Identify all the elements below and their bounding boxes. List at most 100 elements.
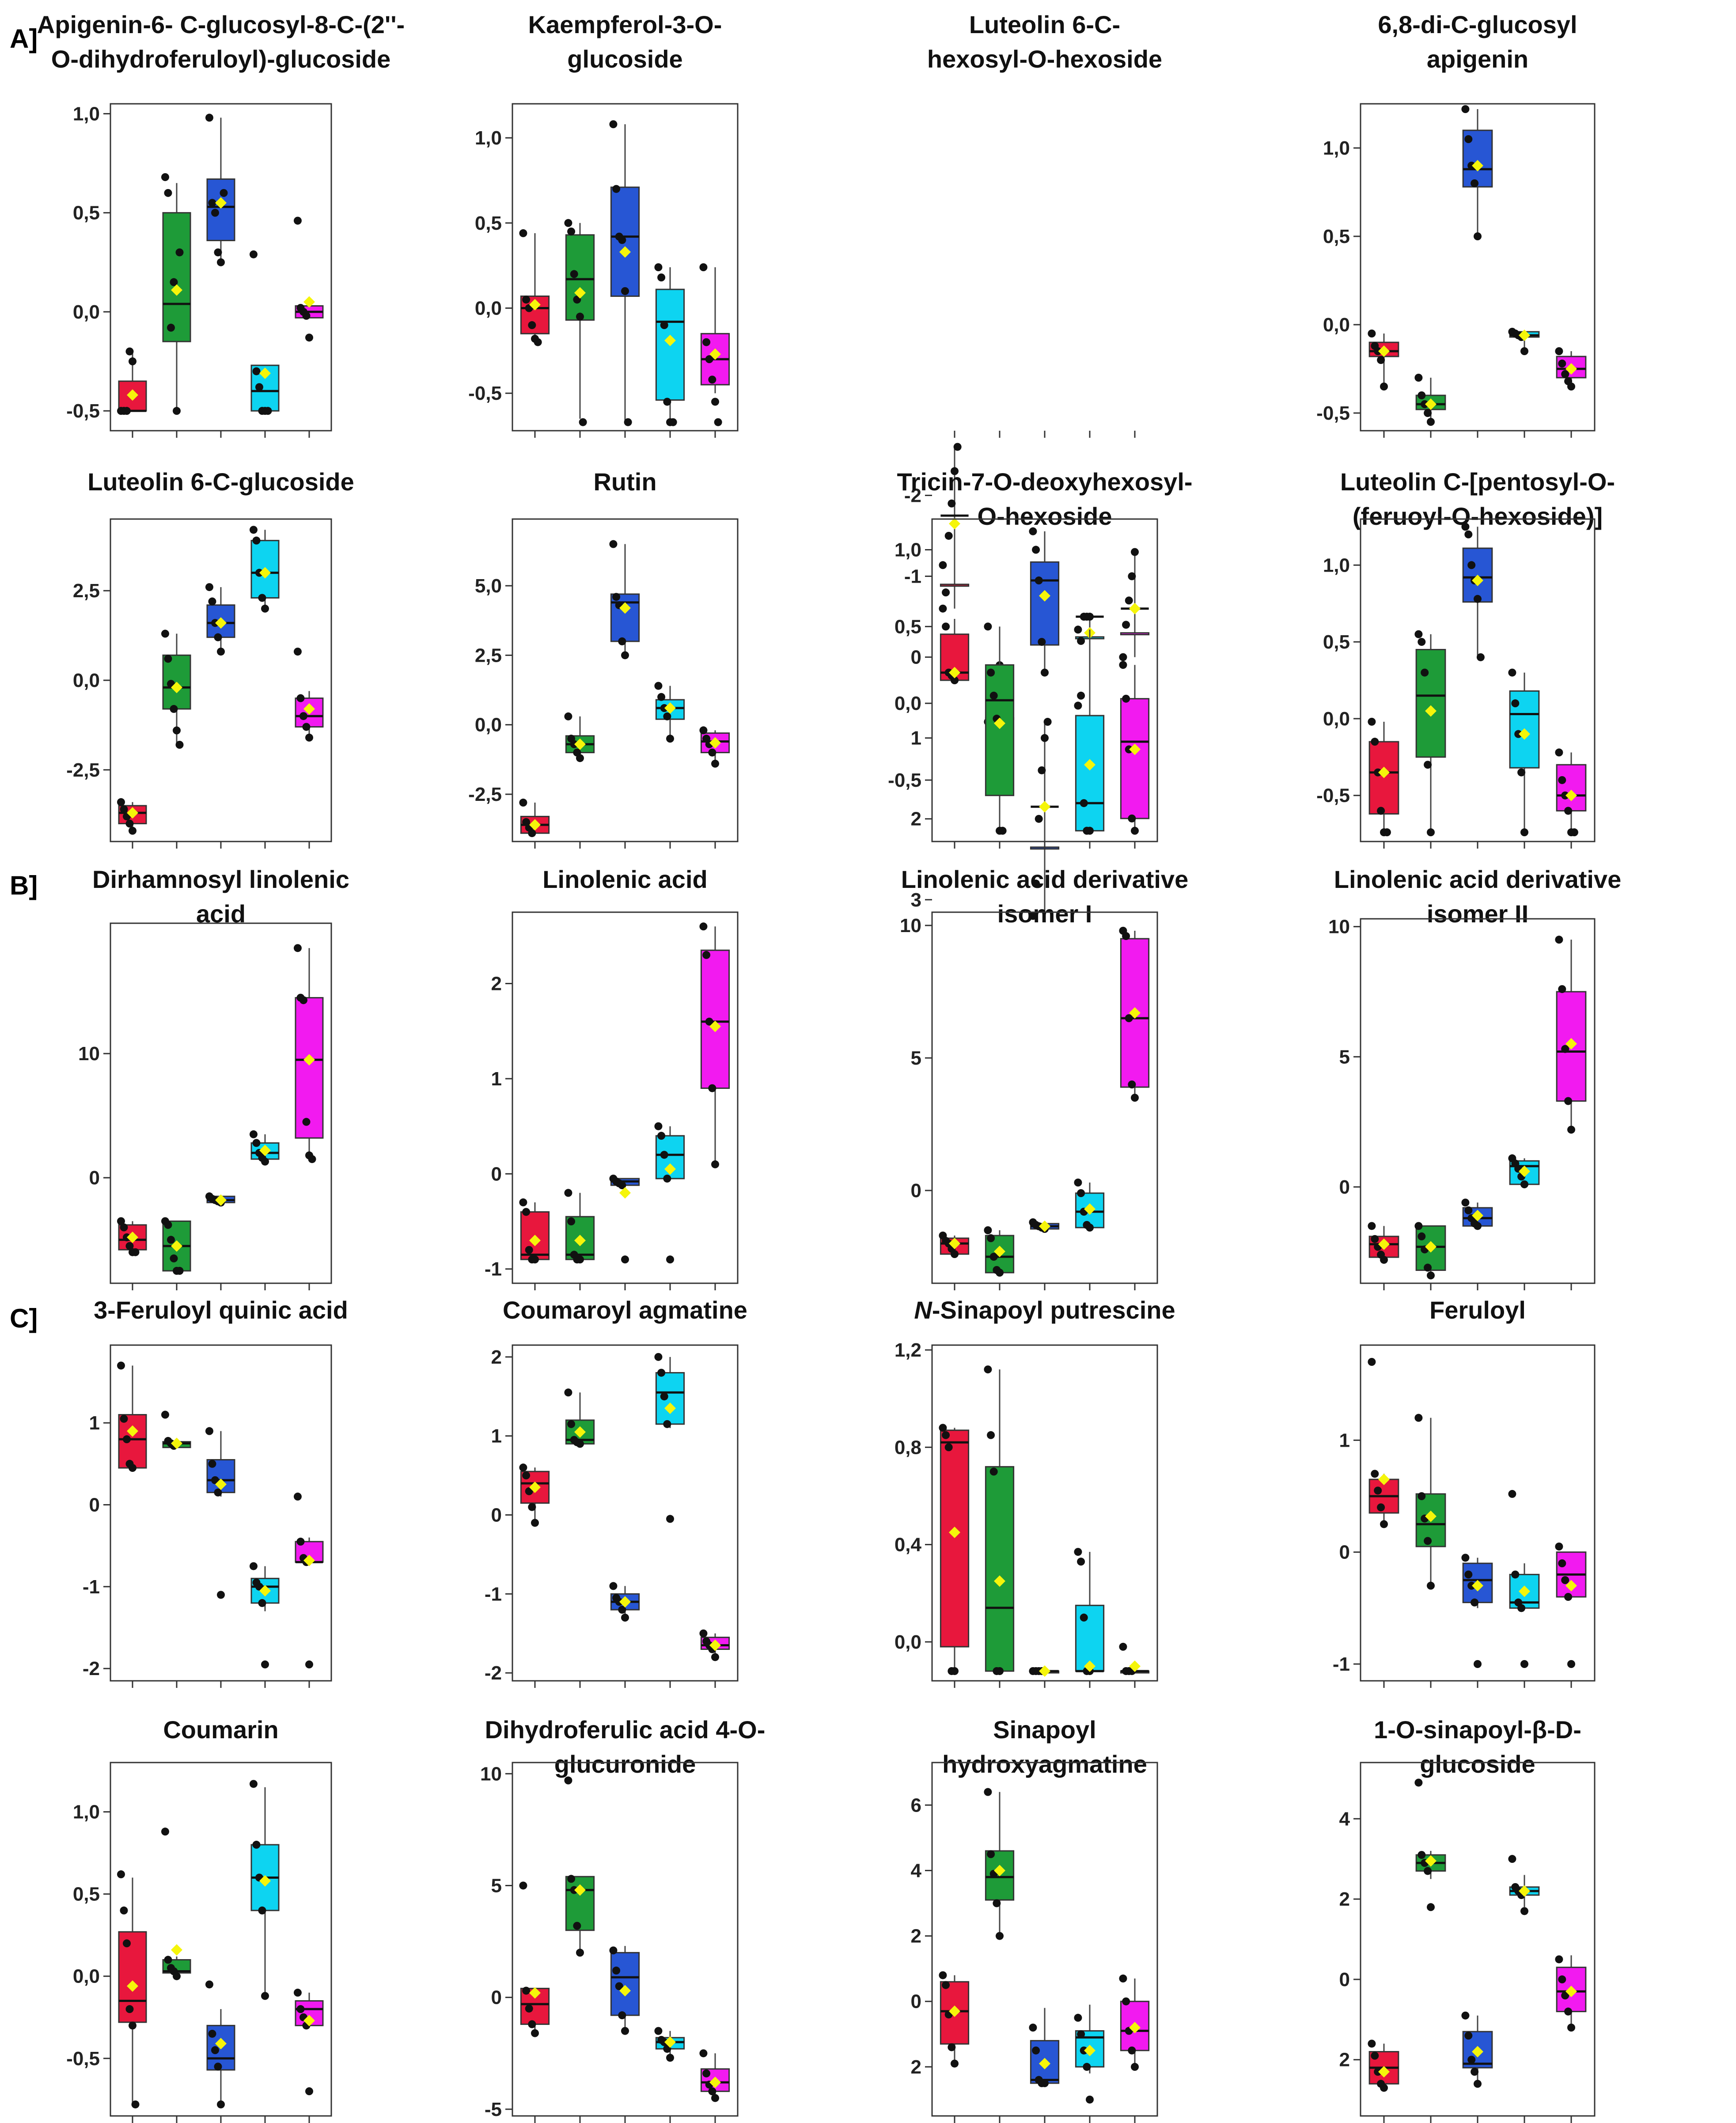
plot-frame: [110, 1344, 332, 1682]
data-point: [609, 1946, 618, 1955]
data-point: [660, 321, 668, 330]
data-point: [1368, 1222, 1376, 1230]
data-point: [1032, 880, 1040, 888]
data-point: [205, 1427, 213, 1435]
data-point: [1520, 828, 1528, 837]
data-point: [654, 1122, 663, 1130]
y-tick-label: 0,4: [895, 1534, 922, 1556]
mean-marker: [574, 1884, 586, 1896]
group-2: [564, 1388, 595, 1688]
group-4: [1074, 2005, 1105, 2123]
data-point: [944, 531, 953, 540]
chart-title: hydroxyagmatine: [942, 1750, 1147, 1778]
y-tick-label: -2,5: [468, 784, 502, 805]
data-point: [1128, 1080, 1136, 1088]
data-point: [1032, 546, 1040, 554]
group-5: [1555, 748, 1587, 849]
box: [206, 178, 235, 241]
data-point: [1122, 932, 1130, 940]
data-point: [528, 2020, 536, 2028]
chart-13: 3-Feruloyl quinic acid -2 -1 0 1: [83, 1296, 348, 1688]
mean-marker: [1425, 1855, 1437, 1867]
chart-title: (feruoyl-O-hexoside)]: [1353, 502, 1603, 530]
mean-marker: [1084, 2044, 1095, 2056]
data-point: [161, 629, 169, 638]
mean-marker: [171, 1944, 182, 1956]
data-point: [1074, 626, 1082, 634]
data-point: [173, 726, 181, 735]
data-point: [1371, 1470, 1379, 1478]
data-point: [663, 712, 671, 720]
group-2: [984, 1226, 1015, 1290]
y-tick-label: 0,5: [73, 202, 100, 224]
group-1: [117, 1217, 147, 1290]
data-point: [1427, 1581, 1435, 1590]
data-point: [211, 2046, 219, 2055]
data-point: [951, 467, 959, 475]
mean-marker: [259, 1585, 271, 1597]
group-2: [564, 219, 595, 438]
y-tick-label: 10: [78, 1043, 100, 1065]
y-tick-label: 5: [1339, 1046, 1350, 1068]
data-point: [167, 1236, 175, 1244]
y-tick-label: 2: [491, 1346, 502, 1368]
group-4: [654, 1353, 685, 1688]
data-point: [705, 355, 713, 364]
data-point: [120, 805, 128, 813]
data-point: [161, 1827, 169, 1836]
data-point: [117, 1361, 125, 1370]
data-point: [302, 1118, 311, 1126]
group-4: [654, 263, 685, 438]
data-point: [175, 248, 184, 257]
chart-19: Sinapoyl hydroxyagmatine 2 0 2 4 6: [911, 1716, 1158, 2123]
data-point: [570, 1886, 578, 1894]
group-5: [293, 1988, 324, 2123]
mean-marker: [259, 367, 271, 379]
data-point: [576, 312, 584, 321]
mean-marker: [1039, 801, 1050, 813]
group-4: [1074, 1548, 1105, 1688]
data-point: [170, 1254, 178, 1262]
data-point: [1383, 828, 1391, 837]
y-tick-label: 0,5: [895, 616, 921, 637]
data-point: [217, 1591, 225, 1599]
group-1: [117, 347, 147, 438]
mean-marker: [994, 717, 1005, 729]
chart-title: Rutin: [593, 468, 656, 496]
y-tick-label: -1: [485, 1259, 502, 1280]
mean-marker: [1565, 1038, 1577, 1050]
y-tick-label: 1,2: [895, 1339, 921, 1361]
data-point: [1368, 330, 1376, 337]
y-tick-label: 0: [911, 647, 921, 668]
data-point: [711, 1653, 719, 1661]
group-3: [205, 583, 235, 849]
y-tick-label: 0: [911, 1991, 921, 2013]
mean-marker: [529, 819, 541, 831]
data-point: [249, 526, 258, 534]
data-point: [1520, 1907, 1528, 1915]
data-point: [122, 407, 131, 415]
mean-marker: [1039, 590, 1050, 602]
mean-marker: [1084, 1203, 1095, 1215]
data-point: [220, 189, 228, 197]
box: [985, 1466, 1015, 1672]
data-point: [1418, 638, 1426, 646]
data-point: [261, 1992, 269, 2000]
mean-marker: [529, 1987, 541, 1999]
chart-title: glucuronide: [554, 1750, 696, 1778]
group-1: [519, 1198, 550, 1290]
data-point: [305, 733, 313, 742]
data-point: [1424, 409, 1432, 417]
data-point: [564, 712, 572, 720]
data-point: [567, 1420, 576, 1428]
group-1: [117, 1870, 147, 2123]
y-tick-label: -0,5: [66, 2048, 100, 2070]
data-point: [1471, 1598, 1479, 1607]
y-tick-label: 0,8: [895, 1437, 921, 1458]
group-1: [939, 561, 970, 849]
y-tick-label: -2,5: [66, 759, 100, 781]
chart-title: glucoside: [1420, 1750, 1535, 1778]
y-tick-label: 0,0: [73, 1966, 100, 1987]
group-1: [939, 431, 970, 613]
